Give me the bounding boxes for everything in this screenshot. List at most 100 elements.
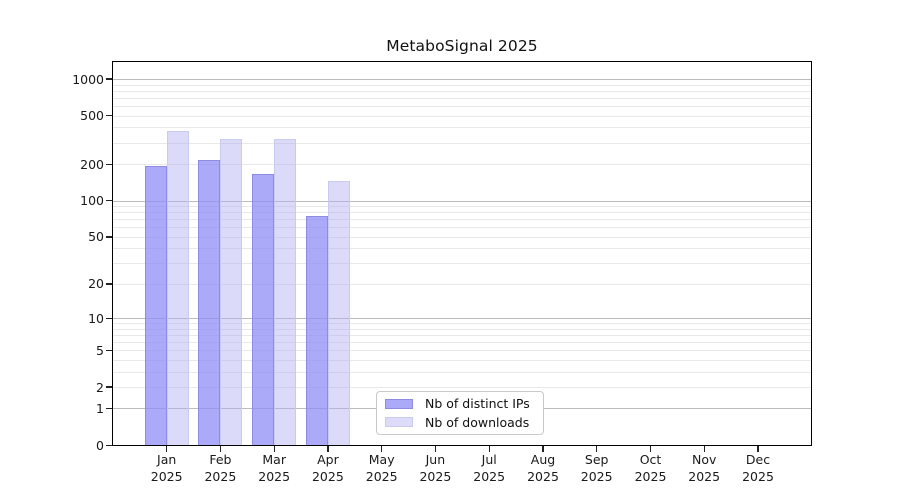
gridline-minor (113, 106, 811, 107)
bar-downloads-apr (327, 181, 350, 445)
x-tick-label-jan: Jan 2025 (132, 451, 202, 485)
gridline-labeled (113, 283, 811, 285)
x-tick-mark (166, 446, 168, 453)
x-tick-label-feb: Feb 2025 (185, 451, 255, 485)
x-tick-label-aug: Aug 2025 (508, 451, 578, 485)
bar-distinct-ips-apr (305, 215, 328, 445)
x-tick-label-nov: Nov 2025 (669, 451, 739, 485)
y-tick-label: 10 (88, 310, 104, 326)
y-tick-label: 500 (80, 108, 104, 124)
legend-item-downloads: Nb of downloads (385, 415, 535, 431)
x-tick-mark (703, 446, 705, 453)
y-tick-mark (106, 283, 112, 285)
x-tick-year: 2025 (634, 469, 667, 484)
gridline-labeled (113, 164, 811, 165)
y-tick-mark (106, 115, 112, 117)
x-tick-label-sep: Sep 2025 (562, 451, 632, 485)
gridline-minor (113, 127, 811, 129)
gridline-minor (113, 248, 811, 250)
x-tick-month: Jul (481, 452, 497, 467)
y-tick-label: 20 (88, 276, 104, 292)
x-tick-year: 2025 (580, 469, 613, 484)
bar-downloads-feb (220, 139, 243, 445)
x-tick-month: Feb (209, 452, 232, 467)
x-tick-year: 2025 (688, 469, 721, 484)
x-tick-month: Jan (157, 452, 177, 467)
gridline-minor (113, 219, 811, 221)
x-tick-label-apr: Apr 2025 (293, 451, 363, 485)
x-tick-year: 2025 (258, 469, 291, 484)
legend-label-downloads: Nb of downloads (425, 414, 530, 430)
y-tick-mark (106, 200, 112, 202)
x-tick-month: Mar (262, 452, 286, 467)
x-tick-mark (219, 446, 222, 453)
bar-distinct-ips-feb (198, 160, 221, 445)
x-tick-year: 2025 (204, 469, 237, 484)
x-tick-year: 2025 (473, 469, 506, 484)
gridline-minor (113, 323, 811, 324)
x-tick-label-oct: Oct 2025 (616, 451, 686, 485)
x-tick-mark (381, 446, 383, 453)
x-tick-mark (596, 446, 598, 453)
x-tick-label-mar: Mar 2025 (239, 451, 309, 485)
x-tick-mark (649, 446, 652, 453)
y-tick-mark (106, 407, 112, 410)
gridline-minor (113, 263, 811, 265)
x-tick-month: Jun (425, 452, 446, 467)
gridline-minor (113, 328, 811, 330)
y-tick-label: 1000 (72, 71, 104, 87)
bar-downloads-jan (166, 131, 189, 445)
gridline-minor (113, 142, 811, 144)
x-tick-year: 2025 (527, 469, 559, 484)
bar-distinct-ips-jan (144, 166, 167, 445)
gridline-minor (113, 206, 811, 207)
x-tick-month: Dec (745, 452, 771, 467)
gridline-minor (113, 359, 811, 361)
x-tick-mark (273, 446, 275, 453)
x-tick-mark (434, 446, 437, 453)
legend: Nb of distinct IPs Nb of downloads (376, 391, 544, 435)
bar-downloads-mar (274, 139, 296, 445)
bars-layer (113, 62, 811, 445)
x-tick-month: Sep (584, 452, 609, 467)
legend-label-distinct-ips: Nb of distinct IPs (425, 396, 530, 412)
y-tick-mark (106, 386, 112, 388)
x-tick-year: 2025 (150, 469, 183, 484)
plot-area (112, 61, 812, 446)
y-tick-label: 2 (96, 379, 104, 395)
y-tick-label: 5 (96, 342, 104, 358)
x-tick-mark (542, 446, 544, 453)
x-tick-year: 2025 (419, 469, 452, 484)
chart-title: MetaboSignal 2025 (386, 37, 538, 55)
x-tick-month: Apr (317, 452, 339, 467)
y-tick-label: 200 (80, 156, 104, 172)
y-tick-mark (106, 163, 112, 165)
x-tick-month: Aug (530, 452, 556, 467)
gridline-minor (113, 371, 811, 373)
x-tick-month: Oct (639, 452, 662, 467)
y-tick-mark (106, 78, 112, 80)
legend-swatch-distinct-ips (385, 398, 413, 409)
gridline-minor (113, 341, 811, 343)
x-tick-year: 2025 (311, 469, 344, 484)
y-tick-mark (106, 444, 112, 446)
x-tick-mark (327, 446, 329, 453)
x-tick-label-dec: Dec 2025 (723, 451, 793, 485)
x-tick-month: Nov (691, 452, 717, 467)
x-tick-month: May (368, 452, 395, 467)
y-tick-label: 50 (88, 229, 104, 245)
gridline-minor (113, 97, 811, 99)
x-tick-label-may: May 2025 (347, 451, 417, 485)
gridline-labeled (113, 236, 811, 238)
gridline-major (113, 78, 811, 80)
gridline-labeled (113, 350, 811, 352)
x-tick-mark (757, 446, 759, 453)
x-tick-year: 2025 (365, 469, 398, 484)
gridline-major (113, 318, 811, 319)
x-tick-mark (488, 446, 490, 453)
y-tick-label: 100 (80, 193, 104, 209)
y-tick-label: 1 (96, 401, 104, 416)
gridline-major (113, 200, 811, 202)
legend-swatch-downloads (385, 417, 413, 428)
x-tick-label-jul: Jul 2025 (454, 451, 524, 485)
